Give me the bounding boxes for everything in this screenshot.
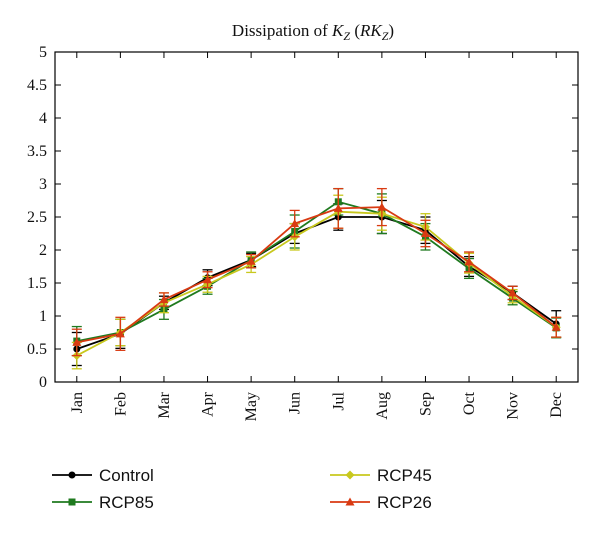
series-rcp85 [71,187,562,357]
title-paren-var: RK [359,21,383,40]
y-tick-label: 3.5 [27,143,47,160]
x-tick-label: Jun [287,392,304,414]
legend-label: RCP26 [377,493,432,512]
y-tick-label: 5 [39,44,47,61]
y-tick-label: 3 [39,176,47,193]
legend-label: Control [99,466,154,485]
x-tick-label: Nov [505,392,522,420]
y-tick-label: 4 [39,110,47,127]
data-point [345,497,355,506]
x-tick-label: Jan [69,392,86,413]
x-tick-label: Sep [417,392,434,416]
x-tick-label: Aug [374,392,391,420]
data-point [68,471,76,479]
y-tick-label: 1 [39,308,47,325]
data-point [377,202,387,211]
data-point [345,470,355,480]
data-point [290,219,300,228]
legend-label: RCP45 [377,466,432,485]
data-point [159,295,169,303]
y-tick-label: 1.5 [27,275,47,292]
title-prefix: Dissipation of [232,21,332,40]
x-axis: Jan Feb Mar Apr May Jun Jul Aug Sep Oct Nov Dec [69,52,565,421]
y-tick-label: 0.5 [27,341,47,358]
data-point [508,288,518,297]
x-tick-label: Feb [112,392,129,416]
legend-item-rcp45: RCP45 [330,466,432,485]
series-layer [71,187,562,370]
data-point [464,257,474,266]
y-tick-label: 0 [39,374,47,391]
legend-item-rcp26: RCP26 [330,493,432,512]
x-tick-label: Apr [200,391,217,417]
series-line [76,210,557,357]
data-point [551,322,561,331]
y-axis: 0 0.5 1 1.5 2 2.5 3 3.5 4 4.5 5 [27,44,578,391]
series-line [76,216,557,350]
data-point [115,329,125,338]
legend: Control RCP85 RCP45 RCP26 [52,466,432,512]
title-paren-close: ) [388,21,394,40]
series-rcp26 [71,187,562,357]
legend-item-control: Control [52,466,154,485]
data-point [72,337,82,346]
title-paren-sub: Z [382,29,389,43]
title-paren-open: ( [350,21,360,40]
data-point [246,256,256,265]
x-tick-label: Dec [548,392,565,418]
data-point [203,275,213,284]
legend-item-rcp85: RCP85 [52,493,154,512]
chart-title: Dissipation of KZ (RKZ) [232,21,394,43]
legend-label: RCP85 [99,493,154,512]
x-tick-label: Jul [330,391,347,410]
y-tick-label: 4.5 [27,77,47,94]
x-tick-label: Mar [156,391,173,418]
data-point [420,229,430,237]
series-line [76,206,557,344]
x-tick-label: Oct [461,391,478,415]
series-line [76,200,557,342]
title-var-sub: Z [343,29,350,43]
title-var: K [331,21,345,40]
data-point [333,203,343,212]
x-tick-label: May [243,392,260,421]
y-tick-label: 2.5 [27,209,47,226]
data-point [68,498,76,506]
y-tick-label: 2 [39,242,47,259]
